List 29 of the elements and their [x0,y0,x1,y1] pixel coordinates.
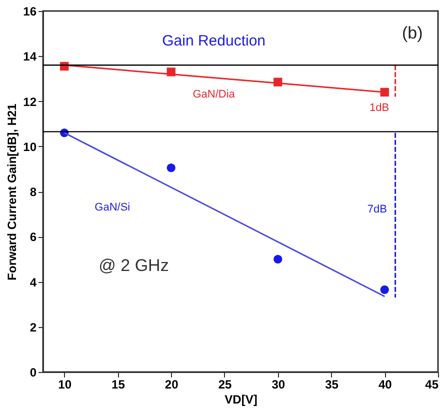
y-tick-label: 12 [23,94,37,109]
annotation: 7dB [367,204,387,216]
annotation: Gain Reduction [162,32,266,50]
x-tick-label: 25 [218,378,232,392]
annotation: @ 2 GHz [98,256,169,275]
y-tick-label: 8 [30,185,37,199]
point [274,254,282,264]
annotation: 1dB [369,102,390,114]
x-tick-label: 15 [112,378,126,392]
x-tick-label: 30 [272,378,286,392]
text: GaN/Si [94,201,130,214]
y-tick-label: 4 [30,275,37,290]
y-tick-label: 0 [30,366,37,380]
x-tick-label: 10 [58,378,72,392]
y-axis-title: Forward Current Gain[dB], H21 [5,103,20,280]
y-tick-label: 10 [23,140,37,154]
y-tick-label: 2 [30,320,37,334]
y-tick-label: 6 [30,230,37,244]
x-tick-label: 35 [325,378,339,392]
annotation: (b) [402,24,423,43]
y-tick-label: 14 [23,50,37,64]
x-axis-title: VD[V] [224,392,258,406]
y-tick-label: 16 [23,4,37,18]
x-tick-label: 45 [425,378,439,392]
x-tick-label: 20 [164,378,179,392]
x-tick-label: 40 [378,378,392,392]
series-label: GaN/Dia [192,88,236,100]
point [166,163,176,172]
point [380,285,389,294]
